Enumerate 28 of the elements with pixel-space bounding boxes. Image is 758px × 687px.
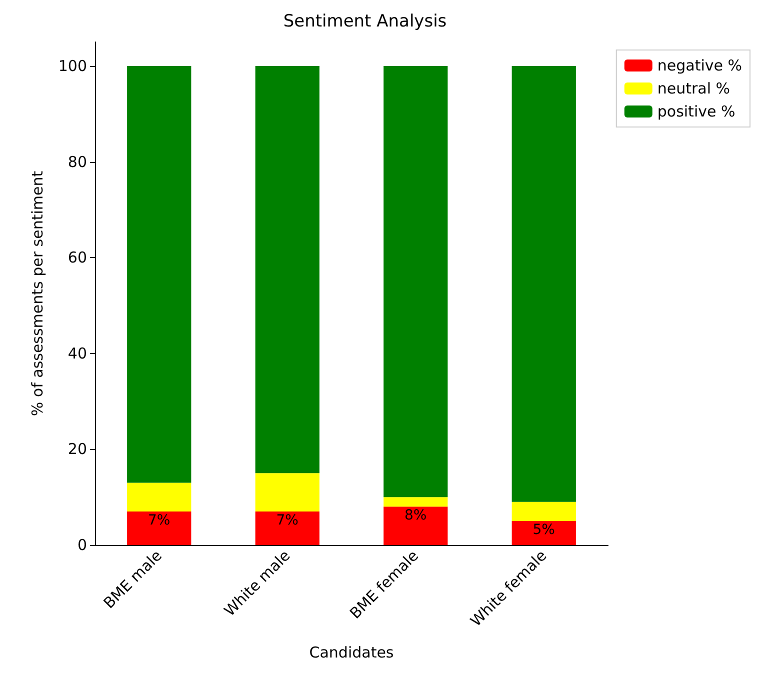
bar [127, 511, 192, 545]
legend-label: neutral % [657, 80, 730, 98]
y-tick-label: 20 [68, 440, 87, 458]
bar [127, 66, 192, 483]
y-axis-title: % of assessments per sentiment [28, 170, 46, 416]
data-label: 7% [148, 512, 170, 528]
data-label: 8% [404, 508, 427, 524]
legend-label: positive % [657, 102, 736, 120]
bar [384, 506, 448, 545]
bar [255, 511, 320, 545]
y-tick-label: 40 [68, 344, 87, 362]
bar [255, 473, 320, 512]
bar [127, 482, 192, 512]
data-label: 5% [532, 522, 555, 538]
bar [255, 66, 320, 474]
bar [512, 502, 576, 522]
y-tick-label: 100 [58, 56, 87, 75]
bar [384, 66, 448, 498]
bar [384, 497, 448, 507]
x-axis-title: Candidates [309, 644, 394, 662]
data-label: 7% [276, 512, 298, 528]
chart-title: Sentiment Analysis [283, 12, 447, 32]
bar [512, 66, 576, 502]
y-tick-label: 80 [68, 152, 87, 171]
legend-label: negative % [657, 56, 742, 74]
bar [512, 521, 576, 545]
y-tick-label: 60 [68, 248, 87, 267]
y-tick-label: 0 [77, 536, 87, 554]
